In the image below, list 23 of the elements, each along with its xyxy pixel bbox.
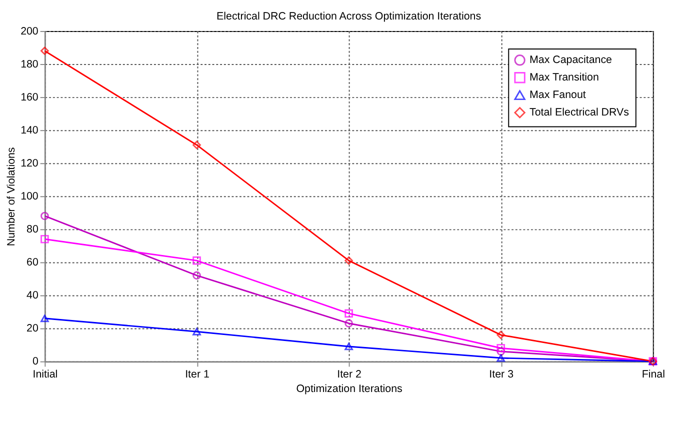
legend-label: Total Electrical DRVs: [530, 106, 629, 119]
y-axis-title: Number of Violations: [6, 147, 18, 246]
y-tick-label: 100: [20, 190, 38, 203]
y-tick-label: 20: [26, 322, 38, 335]
y-tick-label: 80: [26, 224, 38, 236]
y-tick-label: 0: [32, 356, 38, 368]
y-tick-label: 120: [20, 158, 38, 170]
x-tick-label: Iter 3: [489, 368, 514, 380]
x-tick-label: Iter 2: [337, 368, 362, 380]
legend-label: Max Fanout: [530, 89, 586, 102]
chart-title: Electrical DRC Reduction Across Optimization Iterations: [216, 10, 482, 22]
y-tick-label: 40: [26, 290, 38, 302]
y-tick-label: 200: [20, 25, 38, 38]
y-tick-label: 140: [20, 124, 38, 137]
y-tick-label: 60: [26, 256, 38, 269]
x-tick-label: Final: [642, 368, 665, 380]
x-axis-title: Optimization Iterations: [296, 382, 402, 395]
x-tick-label: Iter 1: [185, 368, 210, 380]
x-tick-label: Initial: [32, 368, 58, 380]
y-tick-label: 160: [20, 91, 38, 104]
y-tick-label: 180: [20, 58, 38, 70]
legend-label: Max Transition: [530, 72, 599, 84]
legend-label: Max Capacitance: [530, 54, 612, 66]
